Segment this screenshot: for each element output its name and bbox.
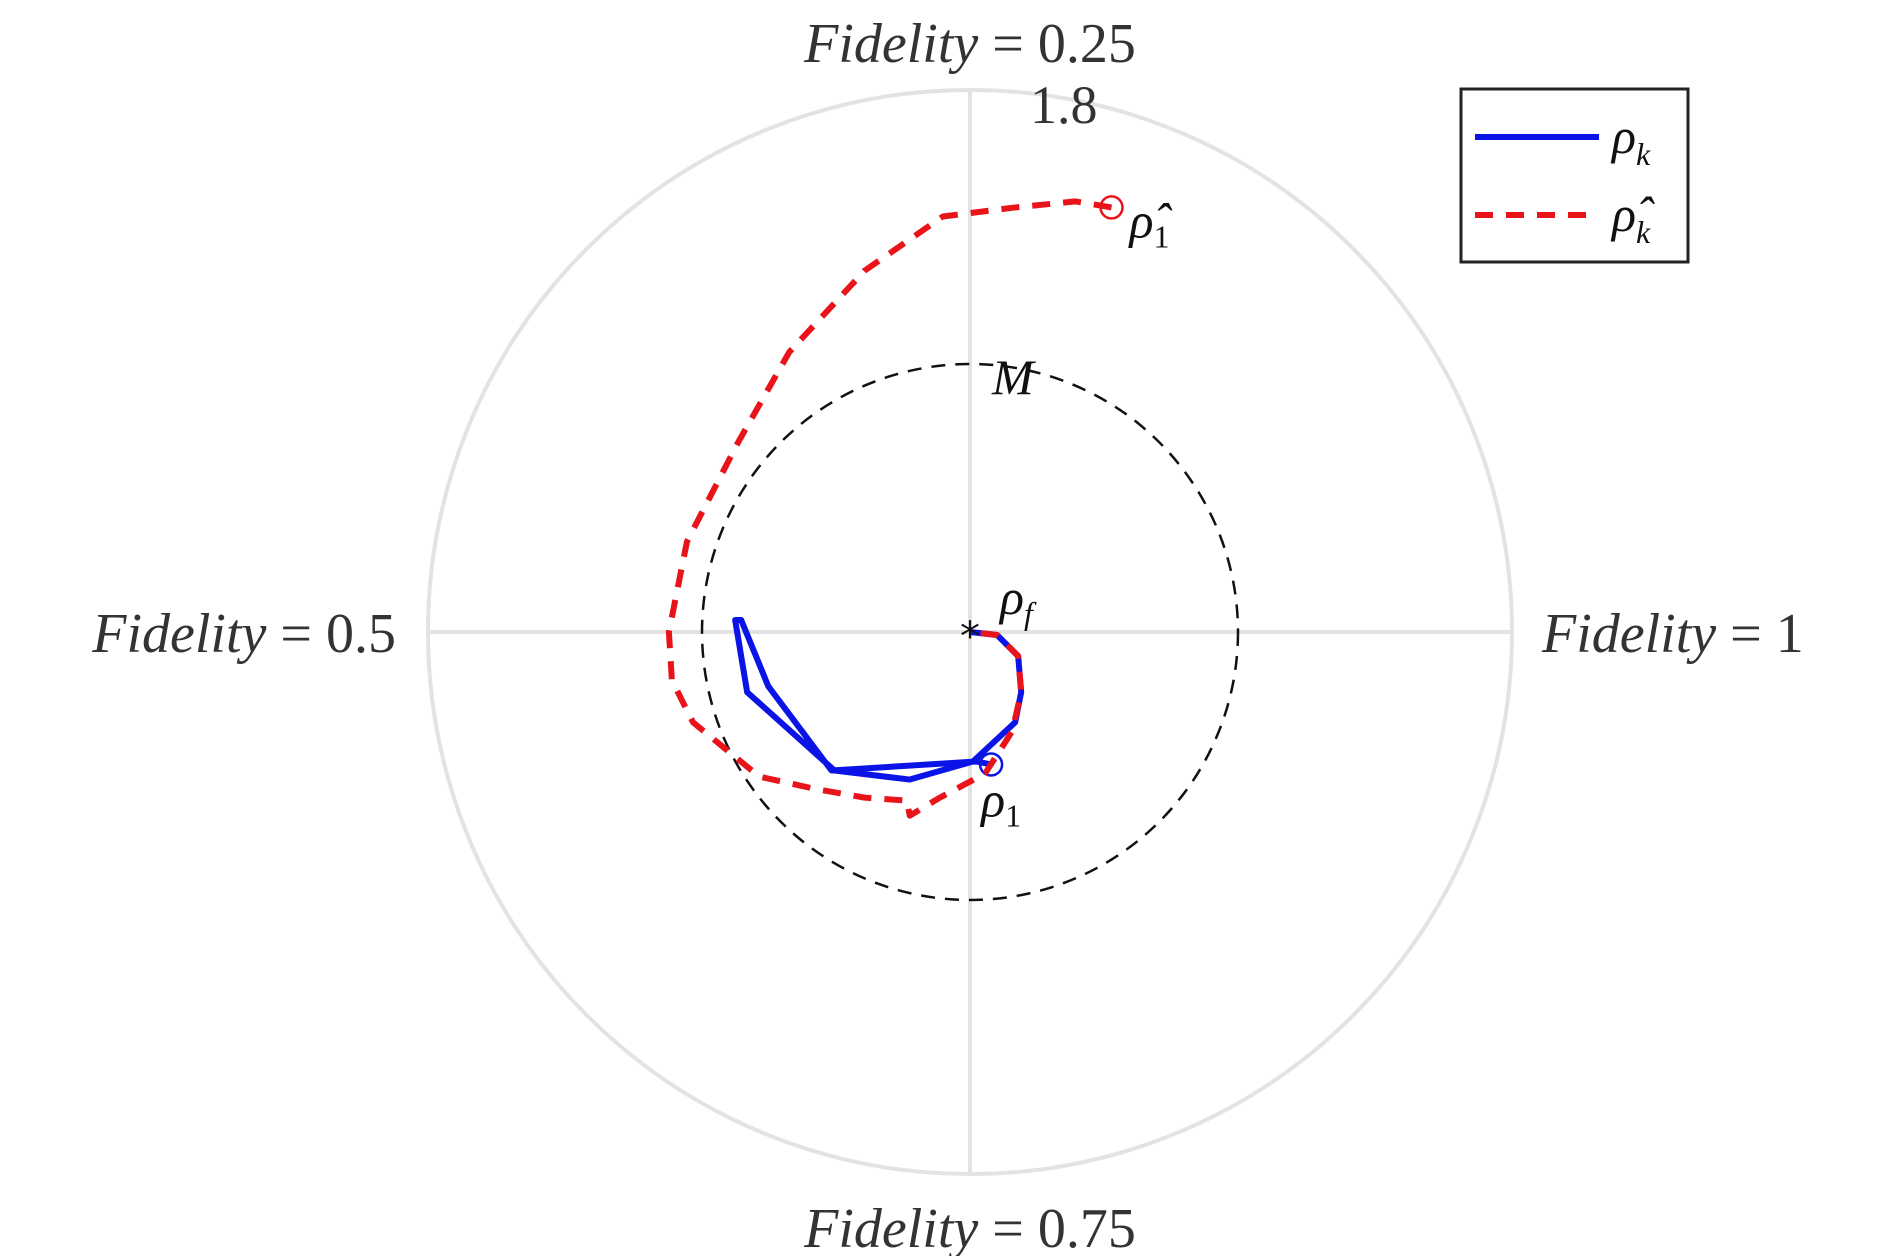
reference-circle-m — [700, 362, 1240, 902]
radial-tick-label: 1.8 — [1030, 75, 1098, 135]
angular-label-value-2: 0.75 — [1038, 1198, 1136, 1256]
legend-label-rho-hat-k-sub: k — [1636, 214, 1651, 250]
start-marker-1 — [1099, 195, 1124, 220]
center-label: ρf — [998, 569, 1037, 631]
start-label-0: ρ1 — [979, 771, 1021, 833]
legend-label-rho-k-main: ρ — [1610, 108, 1636, 164]
legend-box — [1459, 87, 1690, 264]
angular-label-value-1: 1 — [1776, 603, 1804, 665]
angular-label-right: Fidelity = 1 — [1541, 603, 1804, 665]
series-line-0 — [732, 616, 1025, 783]
angular-label-name-2: Fidelity — [803, 1198, 978, 1256]
angular-label-eq-2: = — [978, 1198, 1038, 1256]
legend-label-rho-k-sub: k — [1636, 136, 1651, 172]
legend: ρk ρ̂k — [1459, 87, 1690, 264]
angular-label-name-3: Fidelity — [91, 603, 266, 665]
angular-label-value-0: 0.25 — [1038, 13, 1136, 75]
center-marker: * — [960, 614, 980, 660]
start-label-sub-1: 1 — [1154, 218, 1170, 254]
angular-label-value-3: 0.5 — [326, 603, 396, 665]
start-label-sub-0: 1 — [1005, 797, 1021, 833]
angular-label-name-1: Fidelity — [1541, 603, 1716, 665]
center-label-sub: f — [1024, 595, 1037, 631]
angular-label-eq-1: = — [1716, 603, 1776, 665]
reference-circle-layer — [700, 362, 1240, 902]
reference-circle-label: M — [991, 349, 1036, 405]
start-label-1: ρ̂1 — [1128, 192, 1173, 254]
angular-label-top: Fidelity = 0.25 — [803, 13, 1136, 75]
center-label-main: ρ — [998, 569, 1024, 625]
angular-label-bottom: Fidelity = 0.75 — [803, 1198, 1136, 1256]
series-layer — [665, 195, 1124, 819]
angular-label-eq-0: = — [978, 13, 1038, 75]
legend-label-rho-k: ρk — [1610, 108, 1651, 172]
start-label-main-0: ρ — [979, 771, 1005, 827]
series-line-1 — [665, 198, 1113, 819]
angular-label-eq-3: = — [266, 603, 326, 665]
angular-label-name-0: Fidelity — [803, 13, 978, 75]
start-marker-0 — [978, 752, 1004, 777]
angular-label-left: Fidelity = 0.5 — [91, 603, 396, 665]
